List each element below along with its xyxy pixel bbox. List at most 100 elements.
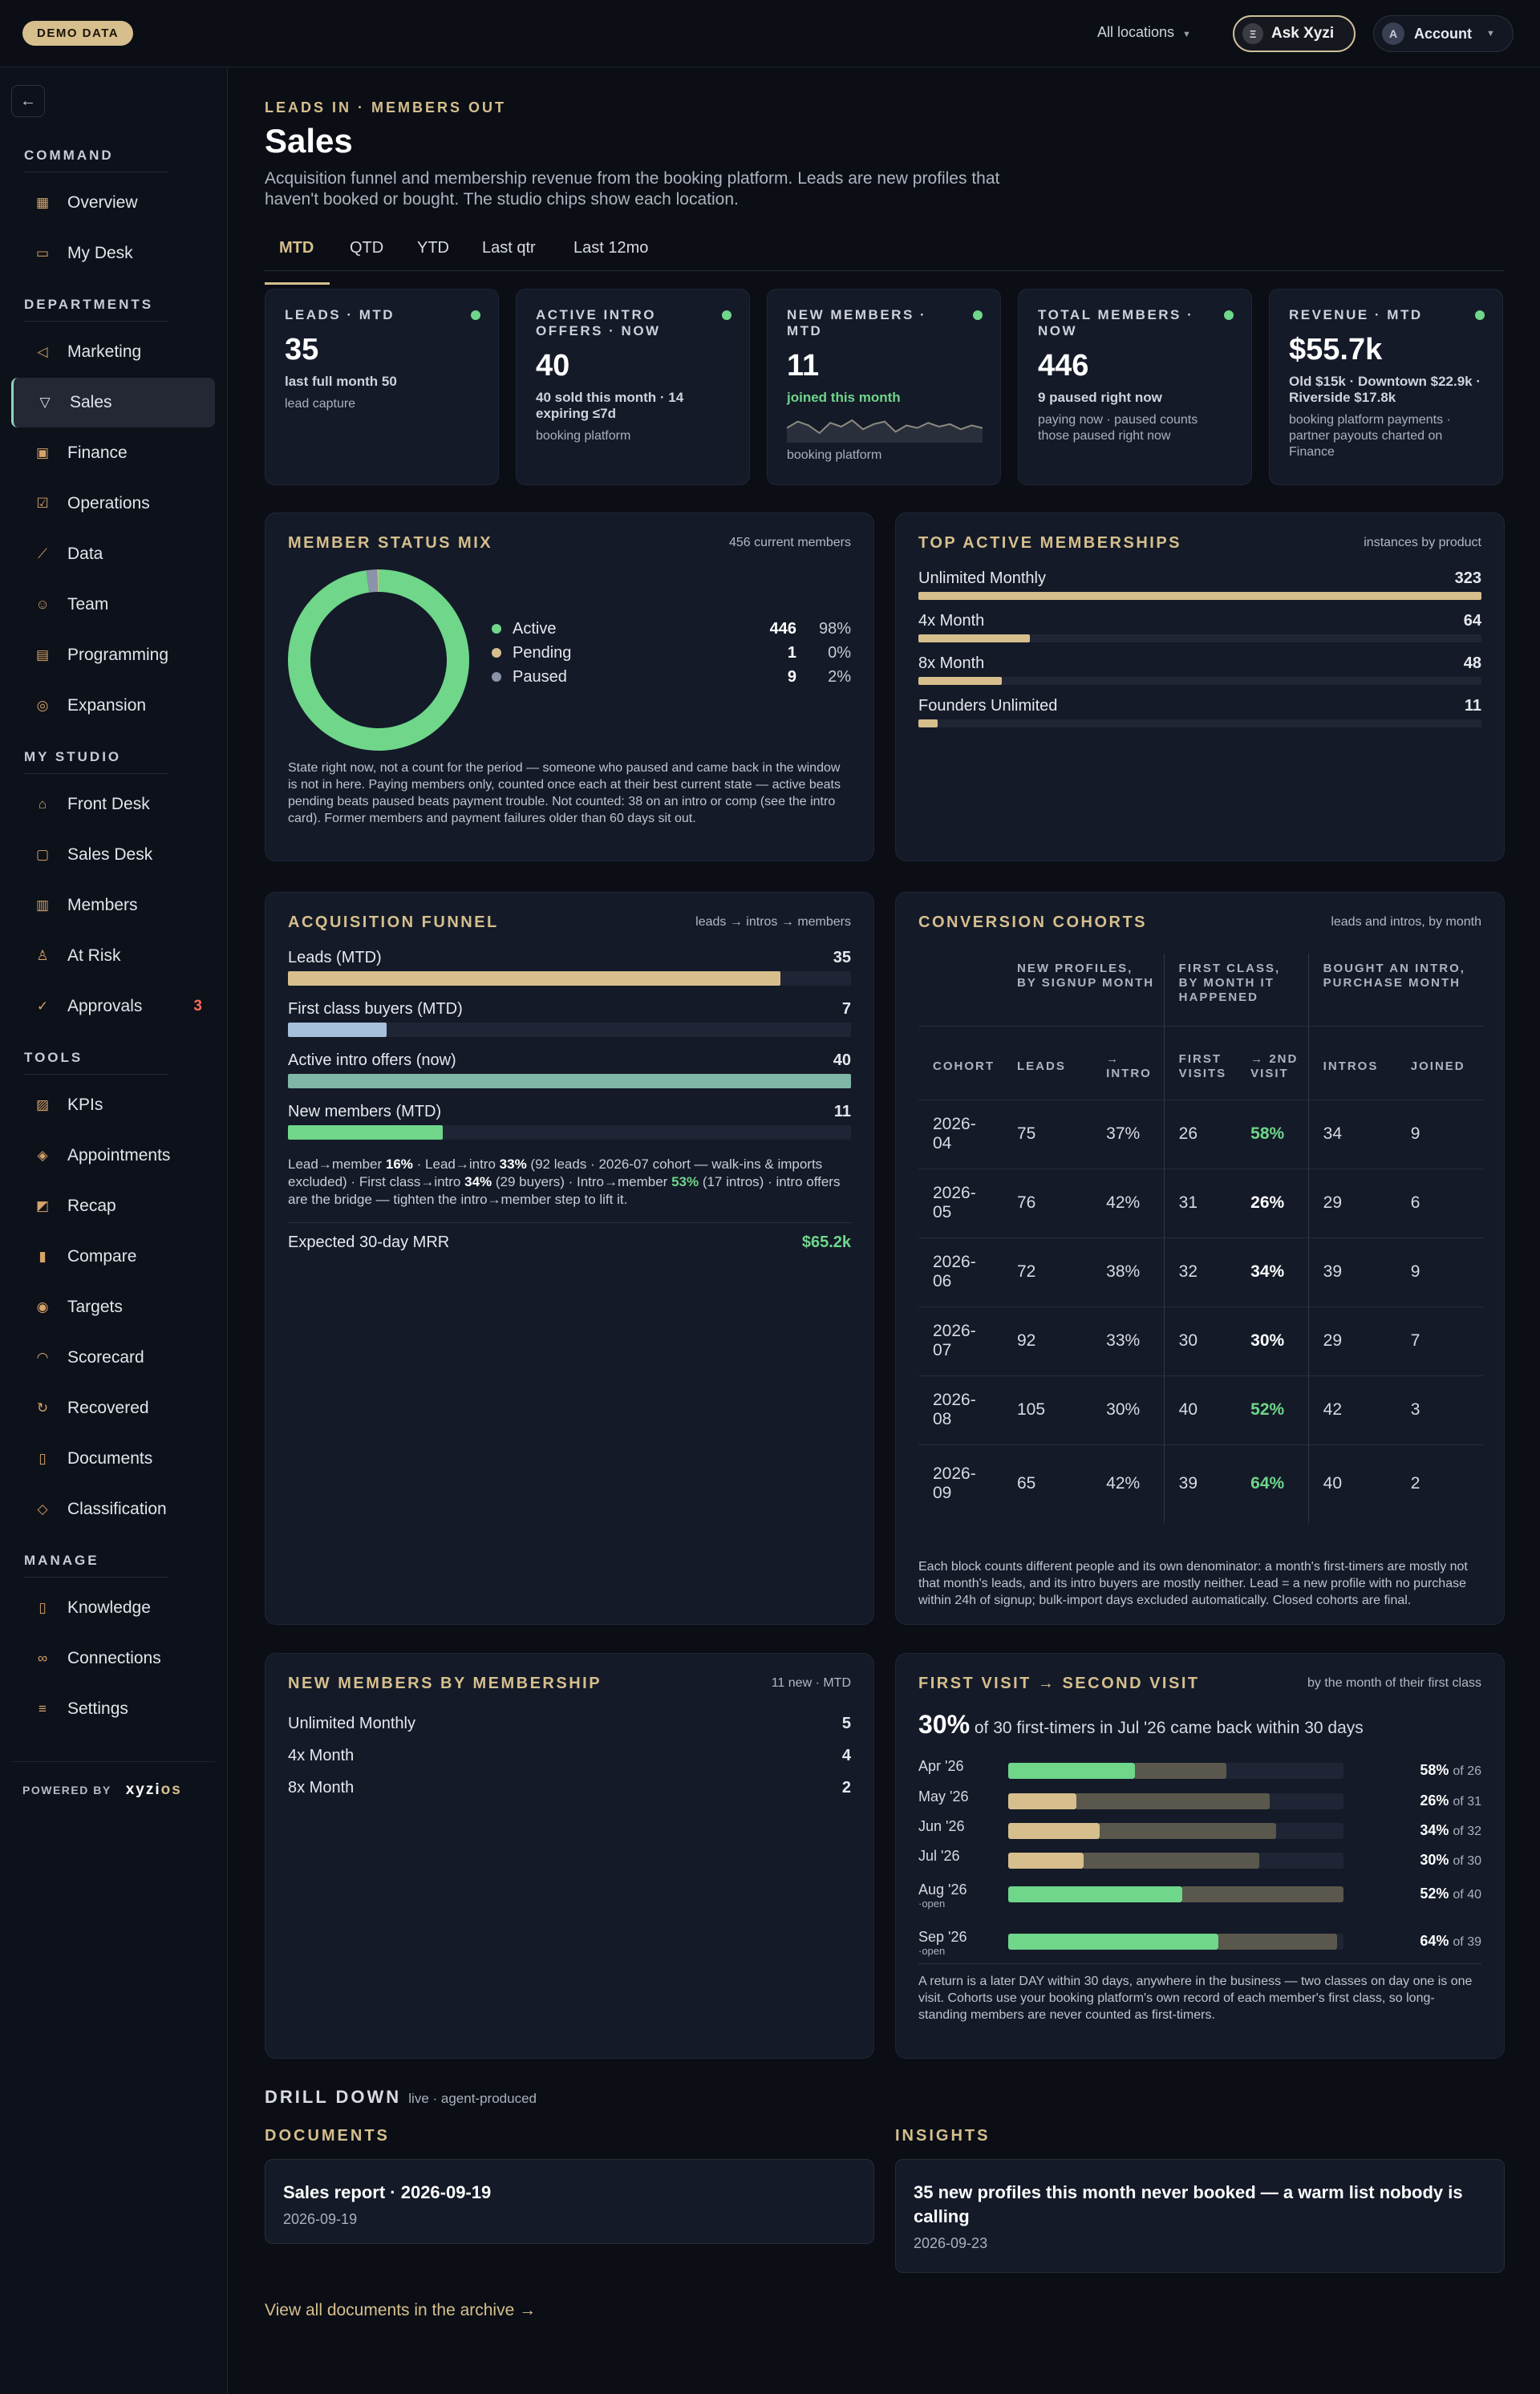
kpi-card-revenue[interactable]: REVENUE · MTD $55.7k Old $15k · Downtown… [1269, 289, 1503, 485]
kpi-label: NEW MEMBERS · MTD [787, 307, 927, 338]
return-month: Jun '26 [918, 1819, 964, 1833]
divider [24, 321, 168, 322]
divider [288, 1222, 851, 1223]
sidebar-item-operations[interactable]: ☑ Operations [11, 479, 215, 529]
kpi-card-total-members[interactable]: TOTAL MEMBERS · NOW 446 9 paused right n… [1018, 289, 1252, 485]
kpi-card-leads[interactable]: LEADS · MTD 35 last full month 50 lead c… [265, 289, 499, 485]
cell-joined: 9 [1396, 1237, 1483, 1306]
new-membership-label: Unlimited Monthly [288, 1715, 415, 1732]
membership-bar-track [918, 592, 1481, 600]
sidebar-item-documents[interactable]: ▯ Documents [11, 1434, 215, 1484]
kpi-card-new-members[interactable]: NEW MEMBERS · MTD 11 joined this month b… [767, 289, 1001, 485]
sidebar-section-heading: TOOLS [24, 1050, 83, 1065]
returned-bar [1008, 1823, 1100, 1839]
sidebar-item-sales-desk[interactable]: ▢ Sales Desk [11, 830, 215, 880]
return-of-count: of 39 [1453, 1935, 1481, 1949]
sparkline-line [787, 419, 983, 435]
sidebar-item-marketing[interactable]: ◁ Marketing [11, 327, 215, 377]
sidebar-item-compare[interactable]: ▮ Compare [11, 1232, 215, 1282]
note-text: Lead→member [288, 1156, 386, 1172]
sidebar-item-connections[interactable]: ∞ Connections [11, 1634, 215, 1683]
funnel-bar-track [288, 1125, 851, 1140]
ask-xyzi-button[interactable]: Ξ Ask Xyzi [1233, 15, 1356, 52]
sidebar-item-label: Documents [67, 1449, 153, 1468]
cell-sv: 34% [1236, 1237, 1309, 1306]
collapse-sidebar-button[interactable]: ← [11, 85, 45, 117]
document-card[interactable]: Sales report · 2026-09-19 2026-09-19 [265, 2159, 874, 2244]
legend-count: 9 [787, 668, 796, 686]
sidebar-item-kpis[interactable]: ▨ KPIs [11, 1080, 215, 1130]
sidebar-item-data[interactable]: ⟋ Data [11, 529, 215, 579]
sidebar-item-recovered[interactable]: ↻ Recovered [11, 1383, 215, 1433]
recovered-icon: ↻ [36, 1400, 49, 1416]
new-membership-label: 8x Month [288, 1779, 355, 1797]
calendar-icon: ▤ [35, 647, 50, 662]
sidebar-item-my-desk[interactable]: ▭ My Desk [11, 229, 215, 278]
new-membership-count: 4 [841, 1747, 851, 1764]
panel-subtitle: by the month of their first class [1307, 1676, 1481, 1690]
sidebar-item-members[interactable]: ▥ Members [11, 881, 215, 930]
note-text: (29 buyers) · Intro→member [492, 1174, 672, 1189]
sidebar-item-knowledge[interactable]: ▯ Knowledge [11, 1583, 215, 1633]
kpi-card-intro-offers[interactable]: ACTIVE INTRO OFFERS · NOW 40 40 sold thi… [516, 289, 750, 485]
legend-pct: 0% [828, 644, 851, 662]
account-menu[interactable]: A Account ▼ [1373, 15, 1514, 52]
sidebar-item-front-desk[interactable]: ⌂ Front Desk [11, 780, 215, 829]
return-of-count: of 30 [1453, 1854, 1481, 1868]
new-membership-label: 4x Month [288, 1747, 355, 1764]
active-tab-indicator [265, 282, 330, 285]
sidebar-item-finance[interactable]: ▣ Finance [11, 428, 215, 478]
sidebar-item-programming[interactable]: ▤ Programming [11, 630, 215, 680]
sidebar-item-at-risk[interactable]: ♙ At Risk [11, 931, 215, 981]
return-rate: 30% [918, 1710, 971, 1739]
acquisition-funnel-panel: ACQUISITION FUNNEL leads → intros → memb… [265, 892, 874, 1625]
location-selector[interactable]: All locations ▼ [1097, 24, 1191, 41]
bell-icon: ⌂ [38, 796, 47, 812]
sidebar-item-overview[interactable]: ▦ Overview [11, 178, 215, 228]
return-month: Aug '26 ·open [918, 1882, 967, 1911]
cell-intro: 37% [1092, 1099, 1165, 1169]
chart-line-icon: ⟋ [38, 546, 47, 561]
tab-ytd[interactable]: YTD [417, 239, 449, 257]
sidebar-item-classification[interactable]: ◇ Classification [11, 1485, 215, 1534]
membership-row: 8x Month 48 [918, 654, 1481, 673]
document-date: 2026-09-19 [283, 2211, 358, 2227]
sidebar-item-sales[interactable]: ▽ Sales [11, 378, 215, 427]
tab-last-qtr[interactable]: Last qtr [482, 239, 536, 257]
member-status-panel: MEMBER STATUS MIX 456 current members Ac… [265, 512, 874, 861]
sidebar-item-appointments[interactable]: ◈ Appointments [11, 1131, 215, 1181]
sidebar-item-settings[interactable]: ≡ Settings [11, 1684, 215, 1734]
note-rate: 33% [499, 1156, 527, 1172]
sidebar-item-scorecard[interactable]: ◠ Scorecard [11, 1333, 215, 1383]
tab-qtd[interactable]: QTD [350, 239, 384, 257]
sidebar-item-label: Scorecard [67, 1348, 144, 1367]
recap-icon: ◩ [35, 1198, 50, 1213]
donut-slice-active [288, 569, 469, 751]
document-icon: ▯ [38, 1451, 47, 1466]
table-row: 2026-06 72 38% 32 34% 39 9 [918, 1237, 1483, 1306]
cell-intros: 40 [1307, 1444, 1396, 1523]
divider [11, 1761, 215, 1762]
tab-mtd[interactable]: MTD [279, 239, 314, 257]
sidebar-item-team[interactable]: ☺ Team [11, 580, 215, 630]
status-dot [722, 310, 732, 320]
sidebar-item-label: Sales [70, 393, 112, 411]
return-pct: 58% of 26 [1420, 1762, 1481, 1779]
new-membership-row: Unlimited Monthly 5 [288, 1715, 851, 1733]
sidebar-item-approvals[interactable]: ✓ Approvals 3 [11, 982, 215, 1031]
first-second-visit-panel: FIRST VISIT → SECOND VISIT by the month … [895, 1653, 1505, 2059]
insight-card[interactable]: 35 new profiles this month never booked … [895, 2159, 1505, 2273]
legend-dot [492, 624, 501, 634]
id-card-icon: ▥ [35, 897, 50, 913]
membership-count: 323 [1454, 569, 1481, 587]
donut-slice-paused [366, 569, 378, 593]
legend-pct: 2% [828, 668, 851, 686]
legend-item-paused: Paused 9 2% [492, 668, 851, 687]
sidebar-item-recap[interactable]: ◩ Recap [11, 1181, 215, 1231]
sidebar-item-label: Knowledge [67, 1598, 151, 1617]
tab-last-12mo[interactable]: Last 12mo [573, 239, 649, 257]
sidebar-item-targets[interactable]: ◉ Targets [11, 1282, 215, 1332]
return-row: Aug '26 ·open 52% of 40 [918, 1878, 1481, 1910]
archive-link[interactable]: View all documents in the archive → [265, 2301, 537, 2319]
sidebar-item-expansion[interactable]: ◎ Expansion [11, 681, 215, 731]
